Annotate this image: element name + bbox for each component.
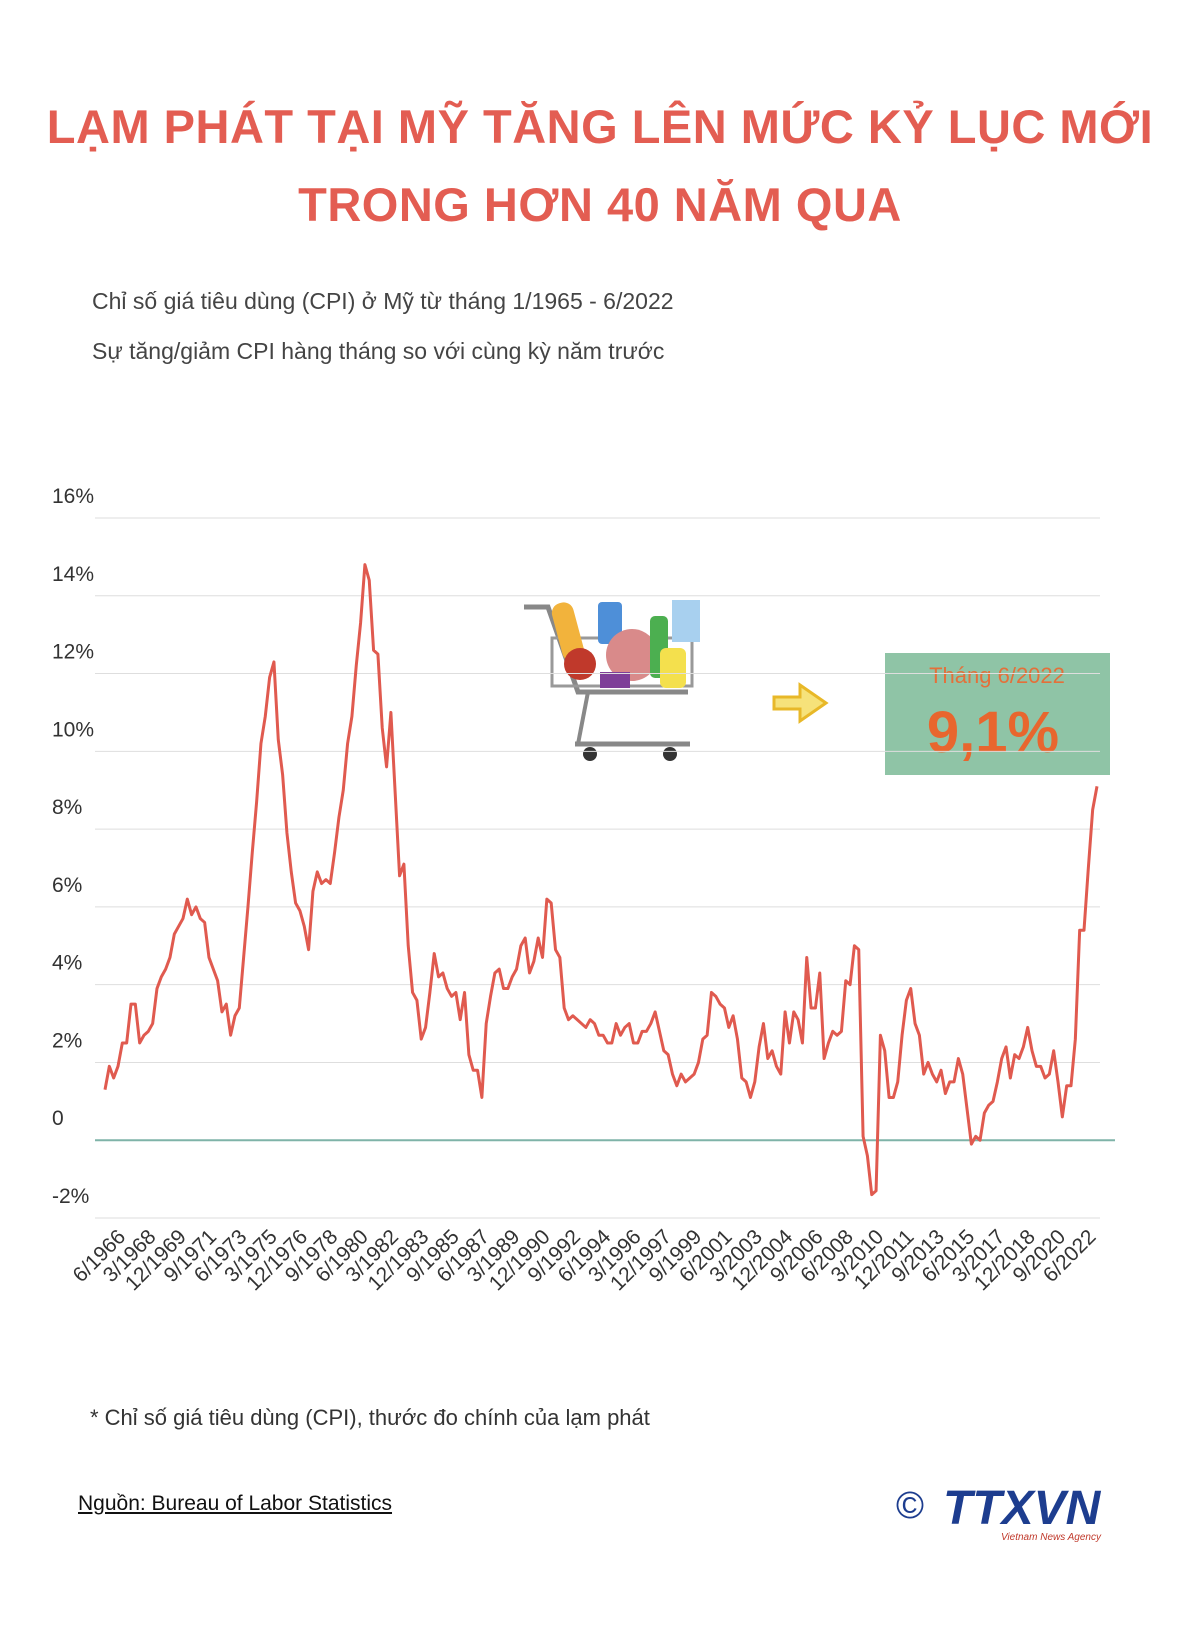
- y-tick-label: 8%: [52, 796, 82, 819]
- title: LẠM PHÁT TẠI MỸ TĂNG LÊN MỨC KỶ LỤC MỚI …: [0, 88, 1200, 244]
- y-tick-label: 12%: [52, 641, 94, 664]
- cart-icon: [524, 600, 700, 761]
- y-tick-label: 4%: [52, 952, 82, 975]
- copyright: ©: [896, 1485, 924, 1527]
- subtitle: Sự tăng/giảm CPI hàng tháng so với cùng …: [92, 338, 665, 364]
- y-tick-label: 16%: [52, 485, 94, 508]
- y-tick-label: -2%: [52, 1185, 89, 1208]
- footnote: * Chỉ số giá tiêu dùng (CPI), thước đo c…: [90, 1405, 650, 1430]
- logo-subtext: Vietnam News Agency: [1001, 1532, 1102, 1543]
- y-tick-label: 2%: [52, 1029, 82, 1052]
- logo-text: TTXVN: [943, 1482, 1102, 1535]
- subtitle: Chỉ số giá tiêu dùng (CPI) ở Mỹ từ tháng…: [92, 288, 674, 314]
- source: Nguồn: Bureau of Labor Statistics: [78, 1492, 393, 1515]
- y-tick-label: 10%: [52, 718, 94, 741]
- chart: Tháng 6/2022 9,1% -2% 0 2% 4% 6% 8% 10% 12% 14% 1…: [52, 485, 1115, 1295]
- cpi-line: [103, 563, 1099, 1197]
- y-tick-label: 14%: [52, 563, 94, 586]
- callout-value: 9,1%: [927, 700, 1059, 765]
- arrow-icon: [772, 682, 829, 724]
- y-tick-label: 6%: [52, 874, 82, 897]
- title-line: LẠM PHÁT TẠI MỸ TĂNG LÊN MỨC KỶ LỤC MỚI: [46, 100, 1154, 153]
- callout-label: Tháng 6/2022: [929, 663, 1065, 688]
- title-line: TRONG HƠN 40 NĂM QUA: [298, 178, 902, 231]
- logo: © TTXVN Vietnam News Agency: [896, 1482, 1102, 1543]
- y-tick-label: 0: [52, 1107, 64, 1130]
